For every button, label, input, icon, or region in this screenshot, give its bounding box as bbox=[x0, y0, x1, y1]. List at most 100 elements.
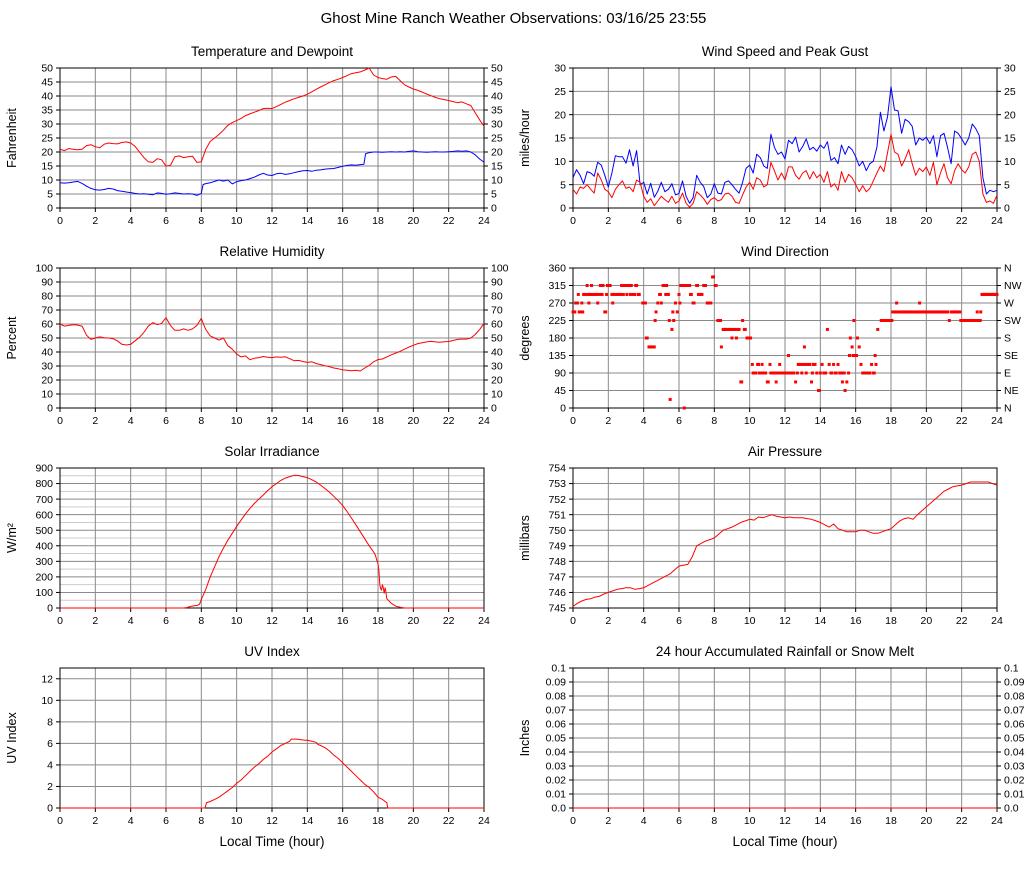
svg-text:360: 360 bbox=[548, 263, 566, 275]
svg-text:0: 0 bbox=[57, 415, 63, 427]
svg-text:20: 20 bbox=[407, 415, 419, 427]
svg-text:20: 20 bbox=[920, 815, 932, 827]
svg-text:NW: NW bbox=[1004, 280, 1022, 292]
svg-text:0.03: 0.03 bbox=[1004, 761, 1025, 773]
svg-text:10: 10 bbox=[491, 175, 503, 187]
svg-text:2: 2 bbox=[605, 615, 611, 627]
svg-text:24: 24 bbox=[991, 215, 1003, 227]
svg-text:20: 20 bbox=[491, 375, 503, 387]
svg-text:Inches: Inches bbox=[518, 720, 532, 757]
svg-text:30: 30 bbox=[1004, 63, 1016, 75]
svg-text:8: 8 bbox=[198, 615, 204, 627]
svg-text:8: 8 bbox=[711, 215, 717, 227]
svg-text:millibars: millibars bbox=[518, 515, 532, 561]
svg-text:0.08: 0.08 bbox=[546, 691, 567, 703]
svg-text:35: 35 bbox=[41, 105, 53, 117]
svg-text:0.02: 0.02 bbox=[1004, 775, 1025, 787]
svg-text:22: 22 bbox=[443, 215, 455, 227]
svg-text:12: 12 bbox=[779, 815, 791, 827]
svg-text:748: 748 bbox=[548, 556, 566, 568]
svg-text:8: 8 bbox=[47, 717, 53, 729]
svg-text:747: 747 bbox=[548, 572, 566, 584]
svg-text:16: 16 bbox=[337, 215, 349, 227]
svg-text:745: 745 bbox=[548, 603, 566, 615]
svg-text:100: 100 bbox=[35, 263, 53, 275]
svg-text:0.04: 0.04 bbox=[1004, 747, 1025, 759]
svg-text:22: 22 bbox=[956, 215, 968, 227]
svg-text:45: 45 bbox=[491, 77, 503, 89]
svg-text:24: 24 bbox=[991, 415, 1003, 427]
svg-text:10: 10 bbox=[41, 389, 53, 401]
svg-text:70: 70 bbox=[41, 305, 53, 317]
svg-text:4: 4 bbox=[47, 760, 53, 772]
svg-text:400: 400 bbox=[35, 540, 53, 552]
svg-text:180: 180 bbox=[548, 333, 566, 345]
svg-text:5: 5 bbox=[560, 179, 566, 191]
svg-text:18: 18 bbox=[885, 815, 897, 827]
svg-text:0: 0 bbox=[47, 803, 53, 815]
svg-text:746: 746 bbox=[548, 587, 566, 599]
svg-text:60: 60 bbox=[491, 319, 503, 331]
svg-text:18: 18 bbox=[885, 415, 897, 427]
svg-text:0.0: 0.0 bbox=[1004, 803, 1019, 815]
chart-temperature-dewpoint: Temperature and Dewpoint 0 0 5 5 10 10 15 15 20 2… bbox=[0, 42, 513, 228]
svg-text:2: 2 bbox=[605, 215, 611, 227]
svg-text:0.01: 0.01 bbox=[546, 789, 567, 801]
svg-text:20: 20 bbox=[491, 147, 503, 159]
svg-text:100: 100 bbox=[35, 587, 53, 599]
svg-text:0.09: 0.09 bbox=[1004, 677, 1025, 689]
svg-text:2: 2 bbox=[92, 215, 98, 227]
charts-grid: Temperature and Dewpoint 0 0 5 5 10 10 15 15 20 2… bbox=[0, 42, 1027, 854]
svg-text:22: 22 bbox=[443, 815, 455, 827]
svg-text:20: 20 bbox=[407, 615, 419, 627]
chart-solar-irradiance: Solar Irradiance 0 100 200 300 400 500 600 700 8… bbox=[0, 442, 513, 628]
svg-text:6: 6 bbox=[163, 215, 169, 227]
svg-text:14: 14 bbox=[814, 815, 826, 827]
svg-text:5: 5 bbox=[1004, 179, 1010, 191]
svg-text:15: 15 bbox=[554, 133, 566, 145]
svg-text:0.02: 0.02 bbox=[546, 775, 567, 787]
svg-text:753: 753 bbox=[548, 478, 566, 490]
svg-text:45: 45 bbox=[554, 385, 566, 397]
svg-text:4: 4 bbox=[128, 615, 134, 627]
svg-text:30: 30 bbox=[491, 361, 503, 373]
svg-text:25: 25 bbox=[554, 86, 566, 98]
svg-text:25: 25 bbox=[1004, 86, 1016, 98]
svg-text:0: 0 bbox=[47, 603, 53, 615]
svg-text:S: S bbox=[1004, 333, 1011, 345]
svg-text:10: 10 bbox=[231, 815, 243, 827]
svg-text:0.07: 0.07 bbox=[1004, 705, 1025, 717]
svg-text:14: 14 bbox=[301, 415, 313, 427]
svg-text:40: 40 bbox=[41, 91, 53, 103]
svg-text:0: 0 bbox=[491, 203, 497, 215]
svg-text:10: 10 bbox=[491, 389, 503, 401]
svg-text:0: 0 bbox=[57, 815, 63, 827]
svg-text:8: 8 bbox=[198, 815, 204, 827]
svg-text:20: 20 bbox=[41, 147, 53, 159]
svg-text:22: 22 bbox=[956, 415, 968, 427]
svg-text:270: 270 bbox=[548, 298, 566, 310]
chart-title-wind-direction: Wind Direction bbox=[741, 244, 829, 259]
svg-text:30: 30 bbox=[41, 361, 53, 373]
svg-text:2: 2 bbox=[605, 415, 611, 427]
svg-text:10: 10 bbox=[231, 215, 243, 227]
svg-text:0.04: 0.04 bbox=[546, 747, 567, 759]
svg-text:N: N bbox=[1004, 263, 1012, 275]
svg-text:0.06: 0.06 bbox=[546, 719, 567, 731]
svg-text:5: 5 bbox=[47, 189, 53, 201]
svg-text:0: 0 bbox=[570, 415, 576, 427]
svg-text:6: 6 bbox=[163, 415, 169, 427]
svg-text:4: 4 bbox=[641, 815, 647, 827]
svg-text:60: 60 bbox=[41, 319, 53, 331]
svg-text:25: 25 bbox=[491, 133, 503, 145]
svg-text:W/m²: W/m² bbox=[5, 523, 19, 553]
svg-text:18: 18 bbox=[885, 215, 897, 227]
svg-text:40: 40 bbox=[491, 91, 503, 103]
svg-text:0.03: 0.03 bbox=[546, 761, 567, 773]
svg-text:0: 0 bbox=[47, 403, 53, 415]
svg-text:20: 20 bbox=[407, 215, 419, 227]
svg-text:22: 22 bbox=[956, 815, 968, 827]
svg-text:14: 14 bbox=[301, 215, 313, 227]
